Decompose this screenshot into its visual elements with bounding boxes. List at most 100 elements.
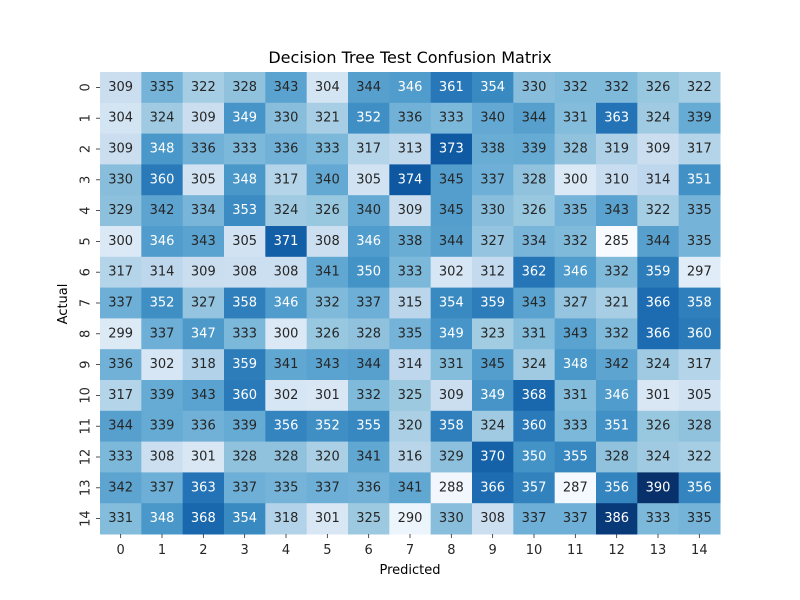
heatmap-cell-14-0 bbox=[100, 503, 142, 535]
cell-value-8-5: 326 bbox=[315, 326, 340, 341]
cell-value-10-4: 302 bbox=[274, 388, 299, 403]
heatmap-cell-8-2 bbox=[182, 318, 225, 350]
heatmap-cell-1-4 bbox=[265, 102, 308, 135]
heatmap-cell-6-5 bbox=[306, 256, 349, 289]
heatmap-cell-11-6 bbox=[348, 410, 390, 443]
heatmap-cell-0-5 bbox=[306, 72, 349, 104]
y-tick-label-13: 13 bbox=[79, 480, 94, 497]
heatmap-cell-3-6 bbox=[348, 164, 390, 196]
heatmap-cell-0-9 bbox=[472, 72, 514, 104]
heatmap-cell-6-6 bbox=[348, 256, 390, 289]
heatmap-cell-6-14 bbox=[678, 256, 721, 289]
heatmap-cell-5-2 bbox=[182, 226, 225, 258]
heatmap-cell-6-11 bbox=[554, 256, 597, 289]
cell-value-10-3: 360 bbox=[232, 388, 257, 403]
heatmap-cell-5-9 bbox=[472, 226, 514, 258]
heatmap-cell-7-7 bbox=[389, 287, 432, 319]
heatmap-cell-1-3 bbox=[224, 102, 266, 135]
heatmap-cell-14-7 bbox=[389, 503, 432, 535]
cell-value-8-12: 332 bbox=[604, 326, 629, 341]
cell-value-8-11: 343 bbox=[563, 326, 588, 341]
heatmap-cell-4-9 bbox=[472, 195, 514, 227]
cell-value-2-5: 333 bbox=[315, 142, 340, 157]
cell-value-12-0: 333 bbox=[108, 450, 133, 465]
cell-value-11-5: 352 bbox=[315, 419, 340, 434]
cell-value-4-2: 334 bbox=[191, 203, 216, 218]
cell-value-6-2: 309 bbox=[191, 265, 216, 280]
cell-value-3-6: 305 bbox=[356, 172, 381, 187]
cell-value-10-1: 339 bbox=[150, 388, 175, 403]
cell-value-13-9: 366 bbox=[480, 480, 505, 495]
cell-value-4-7: 309 bbox=[398, 203, 423, 218]
cell-value-6-13: 359 bbox=[646, 265, 671, 280]
heatmap-cell-5-0 bbox=[100, 226, 142, 258]
heatmap-cell-13-13 bbox=[637, 472, 680, 504]
heatmap-cell-13-11 bbox=[554, 472, 597, 504]
heatmap-cell-11-0 bbox=[100, 410, 142, 443]
cell-value-12-3: 328 bbox=[232, 450, 257, 465]
x-tick-label-2: 2 bbox=[199, 543, 207, 558]
cell-value-12-4: 328 bbox=[274, 450, 299, 465]
heatmap-cell-2-0 bbox=[100, 133, 142, 165]
heatmap-cell-9-9 bbox=[472, 349, 514, 381]
heatmap-cell-14-5 bbox=[306, 503, 349, 535]
cell-value-14-3: 354 bbox=[232, 511, 257, 526]
cell-value-0-7: 346 bbox=[398, 80, 423, 95]
heatmap-cell-6-9 bbox=[472, 256, 514, 289]
heatmap-cell-8-7 bbox=[389, 318, 432, 350]
heatmap-cell-10-2 bbox=[182, 380, 225, 412]
heatmap-cell-10-9 bbox=[472, 380, 514, 412]
heatmap-cell-0-3 bbox=[224, 72, 266, 104]
cell-value-11-4: 356 bbox=[274, 419, 299, 434]
cell-value-12-13: 324 bbox=[646, 450, 671, 465]
x-tick-label-14: 14 bbox=[691, 543, 708, 558]
heatmap-cell-11-1 bbox=[141, 410, 184, 443]
heatmap-cells: 309 335 322 328 343 304 344 346 361 354 330 332 332 3… bbox=[100, 72, 721, 535]
cell-value-6-7: 333 bbox=[398, 265, 423, 280]
heatmap-cell-1-6 bbox=[348, 102, 390, 135]
cell-value-1-12: 363 bbox=[604, 111, 629, 126]
cell-value-5-14: 335 bbox=[687, 234, 712, 249]
x-tick-label-4: 4 bbox=[282, 543, 290, 558]
x-tick-label-8: 8 bbox=[447, 543, 455, 558]
heatmap-cell-2-1 bbox=[141, 133, 184, 165]
cell-value-8-3: 333 bbox=[232, 326, 257, 341]
y-tick-label-1: 1 bbox=[79, 114, 94, 122]
cell-value-7-14: 358 bbox=[687, 296, 712, 311]
cell-value-3-1: 360 bbox=[150, 172, 175, 187]
cell-value-13-13: 390 bbox=[646, 480, 671, 495]
cell-value-4-5: 326 bbox=[315, 203, 340, 218]
heatmap-cell-4-14 bbox=[678, 195, 721, 227]
x-tick-label-3: 3 bbox=[241, 543, 249, 558]
heatmap-cell-9-14 bbox=[678, 349, 721, 381]
heatmap-cell-9-7 bbox=[389, 349, 432, 381]
cell-value-5-9: 327 bbox=[480, 234, 505, 249]
cell-value-11-14: 328 bbox=[687, 419, 712, 434]
cell-value-13-11: 287 bbox=[563, 480, 588, 495]
y-tick-label-7: 7 bbox=[79, 299, 94, 307]
cell-value-2-3: 333 bbox=[232, 142, 257, 157]
heatmap-cell-14-4 bbox=[265, 503, 308, 535]
cell-value-5-13: 344 bbox=[646, 234, 671, 249]
heatmap-cell-6-3 bbox=[224, 256, 266, 289]
heatmap-cell-2-11 bbox=[554, 133, 597, 165]
cell-value-1-5: 321 bbox=[315, 111, 340, 126]
heatmap-cell-1-10 bbox=[513, 102, 556, 135]
cell-value-0-2: 322 bbox=[191, 80, 216, 95]
heatmap-cell-13-7 bbox=[389, 472, 432, 504]
cell-value-7-7: 315 bbox=[398, 296, 423, 311]
heatmap-cell-8-14 bbox=[678, 318, 721, 350]
cell-value-5-2: 343 bbox=[191, 234, 216, 249]
heatmap-cell-11-11 bbox=[554, 410, 597, 443]
heatmap-cell-4-10 bbox=[513, 195, 556, 227]
y-tick-label-12: 12 bbox=[79, 449, 94, 466]
heatmap-cell-8-3 bbox=[224, 318, 266, 350]
heatmap-cell-14-3 bbox=[224, 503, 266, 535]
cell-value-13-0: 342 bbox=[108, 480, 133, 495]
heatmap-cell-6-7 bbox=[389, 256, 432, 289]
heatmap-cell-1-13 bbox=[637, 102, 680, 135]
y-tick-label-4: 4 bbox=[79, 206, 94, 214]
cell-value-5-12: 285 bbox=[604, 234, 629, 249]
heatmap-cell-1-1 bbox=[141, 102, 184, 135]
cell-value-9-14: 317 bbox=[687, 357, 712, 372]
